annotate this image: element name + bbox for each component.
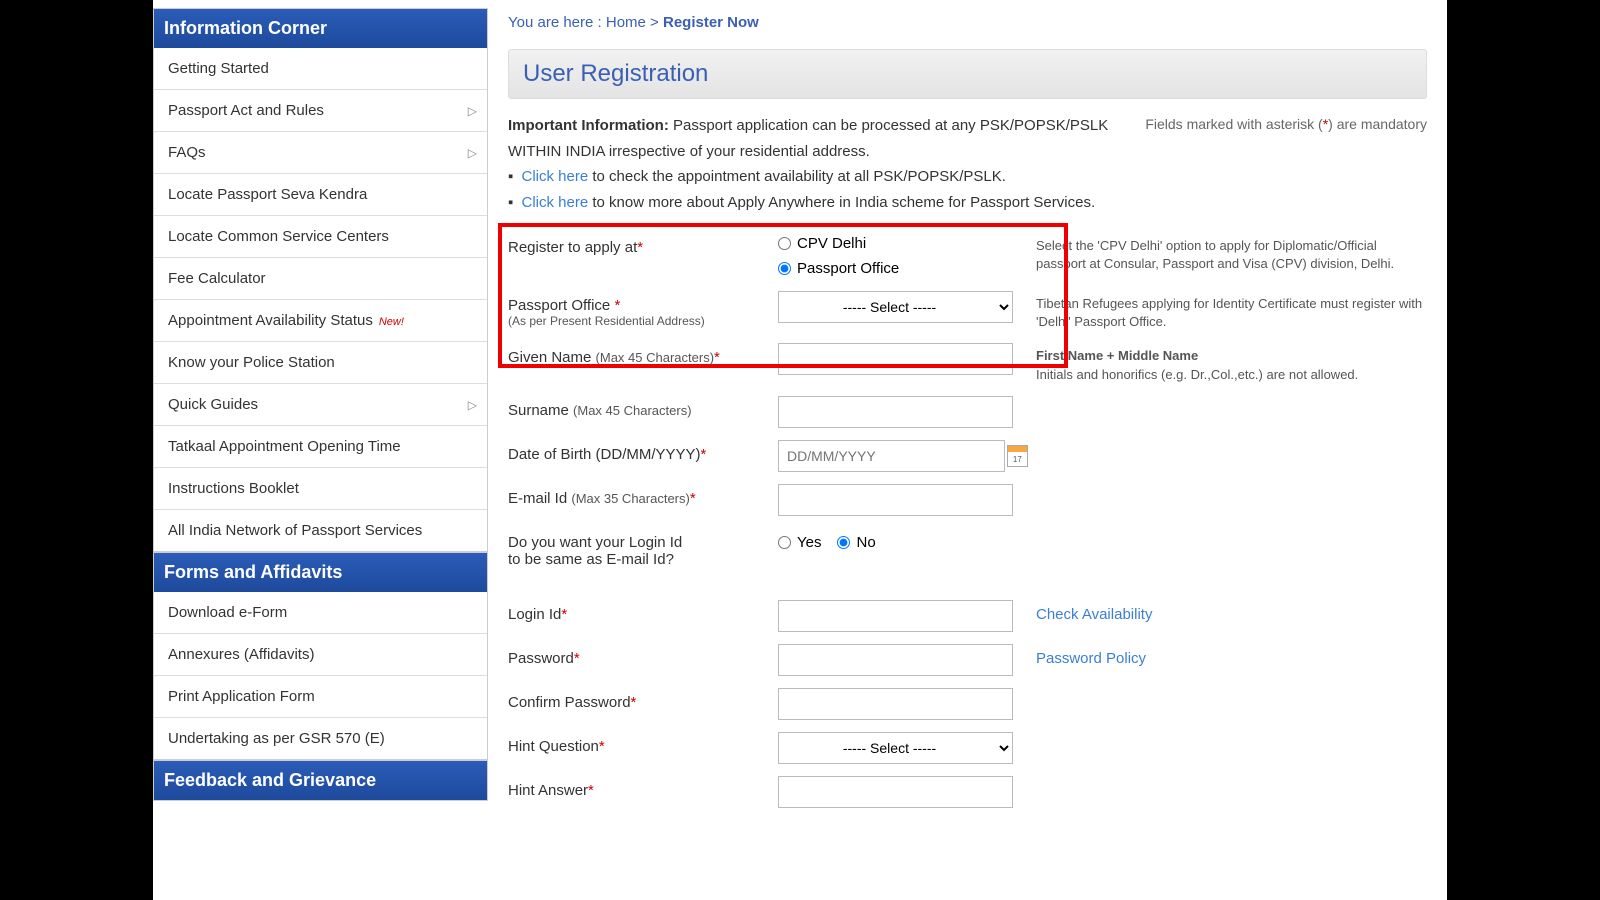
- page-title-bar: User Registration: [508, 49, 1427, 99]
- sidebar-item-locate-psk[interactable]: Locate Passport Seva Kendra: [154, 174, 487, 216]
- passport-office-radio[interactable]: [778, 262, 791, 275]
- sidebar-header-information-corner: Information Corner: [154, 9, 487, 48]
- hint-answer-input[interactable]: [778, 776, 1013, 808]
- apply-anywhere-link[interactable]: Click here: [522, 194, 589, 211]
- sidebar-item-network[interactable]: All India Network of Passport Services: [154, 510, 487, 551]
- sidebar-item-undertaking[interactable]: Undertaking as per GSR 570 (E): [154, 718, 487, 759]
- sidebar-item-passport-act[interactable]: Passport Act and Rules▷: [154, 90, 487, 132]
- password-label: Password*: [508, 644, 778, 667]
- page-title: User Registration: [523, 60, 1412, 88]
- login-same-label: Do you want your Login Id to be same as …: [508, 528, 778, 568]
- given-name-input[interactable]: [778, 343, 1013, 375]
- check-availability-link-form[interactable]: Check Availability: [1036, 606, 1152, 623]
- sidebar-header-forms: Forms and Affidavits: [154, 553, 487, 592]
- calendar-icon[interactable]: 17: [1007, 445, 1028, 467]
- office-help-text: Tibetan Refugees applying for Identity C…: [1028, 291, 1427, 331]
- sidebar-item-annexures[interactable]: Annexures (Affidavits): [154, 634, 487, 676]
- passport-office-option[interactable]: Passport Office: [778, 258, 1028, 279]
- login-id-input[interactable]: [778, 600, 1013, 632]
- breadcrumb-home-link[interactable]: Home: [606, 14, 646, 31]
- sidebar: Information Corner Getting Started Passp…: [153, 8, 488, 900]
- cpv-delhi-radio[interactable]: [778, 237, 791, 250]
- given-name-label: Given Name (Max 45 Characters)*: [508, 343, 778, 366]
- password-policy-link[interactable]: Password Policy: [1036, 650, 1146, 667]
- sidebar-item-instructions[interactable]: Instructions Booklet: [154, 468, 487, 510]
- sidebar-item-faqs[interactable]: FAQs▷: [154, 132, 487, 174]
- sidebar-item-locate-csc[interactable]: Locate Common Service Centers: [154, 216, 487, 258]
- password-input[interactable]: [778, 644, 1013, 676]
- login-id-label: Login Id*: [508, 600, 778, 623]
- check-availability-link[interactable]: Click here: [522, 168, 589, 185]
- chevron-right-icon: ▷: [468, 146, 477, 160]
- surname-input[interactable]: [778, 396, 1013, 428]
- breadcrumb: You are here : Home > Register Now: [508, 8, 1427, 49]
- sidebar-item-tatkaal[interactable]: Tatkaal Appointment Opening Time: [154, 426, 487, 468]
- main-content: You are here : Home > Register Now User …: [488, 8, 1447, 900]
- important-info-label: Important Information:: [508, 117, 669, 134]
- sidebar-item-print-form[interactable]: Print Application Form: [154, 676, 487, 718]
- hint-question-select[interactable]: ----- Select -----: [778, 732, 1013, 764]
- sidebar-item-fee-calculator[interactable]: Fee Calculator: [154, 258, 487, 300]
- sidebar-item-download-eform[interactable]: Download e-Form: [154, 592, 487, 634]
- hint-answer-label: Hint Answer*: [508, 776, 778, 799]
- register-help-text: Select the 'CPV Delhi' option to apply f…: [1028, 233, 1427, 273]
- dob-input[interactable]: [778, 440, 1005, 472]
- bullet-icon: ▪: [508, 168, 513, 185]
- passport-office-label: Passport Office * (As per Present Reside…: [508, 291, 778, 328]
- passport-office-select[interactable]: ----- Select -----: [778, 291, 1013, 323]
- login-same-no[interactable]: No: [837, 532, 875, 553]
- given-name-help: First Name + Middle Name Initials and ho…: [1028, 343, 1427, 383]
- surname-label: Surname (Max 45 Characters): [508, 396, 778, 419]
- sidebar-item-police-station[interactable]: Know your Police Station: [154, 342, 487, 384]
- hint-question-label: Hint Question*: [508, 732, 778, 755]
- no-radio[interactable]: [837, 536, 850, 549]
- confirm-password-label: Confirm Password*: [508, 688, 778, 711]
- yes-radio[interactable]: [778, 536, 791, 549]
- registration-form: Register to apply at* CPV Delhi Passport…: [508, 233, 1427, 808]
- new-badge: New!: [379, 316, 404, 328]
- login-same-yes[interactable]: Yes: [778, 532, 821, 553]
- email-input[interactable]: [778, 484, 1013, 516]
- email-label: E-mail Id (Max 35 Characters)*: [508, 484, 778, 507]
- sidebar-item-getting-started[interactable]: Getting Started: [154, 48, 487, 90]
- chevron-right-icon: ▷: [468, 398, 477, 412]
- sidebar-header-feedback: Feedback and Grievance: [154, 761, 487, 800]
- bullet-icon: ▪: [508, 194, 513, 211]
- sidebar-item-quick-guides[interactable]: Quick Guides▷: [154, 384, 487, 426]
- register-to-apply-label: Register to apply at*: [508, 233, 778, 256]
- confirm-password-input[interactable]: [778, 688, 1013, 720]
- chevron-right-icon: ▷: [468, 104, 477, 118]
- breadcrumb-current: Register Now: [663, 14, 759, 31]
- dob-label: Date of Birth (DD/MM/YYYY)*: [508, 440, 778, 463]
- cpv-delhi-option[interactable]: CPV Delhi: [778, 233, 1028, 254]
- sidebar-item-appointment-status[interactable]: Appointment Availability StatusNew!: [154, 300, 487, 342]
- mandatory-note: Fields marked with asterisk (*) are mand…: [1145, 113, 1427, 137]
